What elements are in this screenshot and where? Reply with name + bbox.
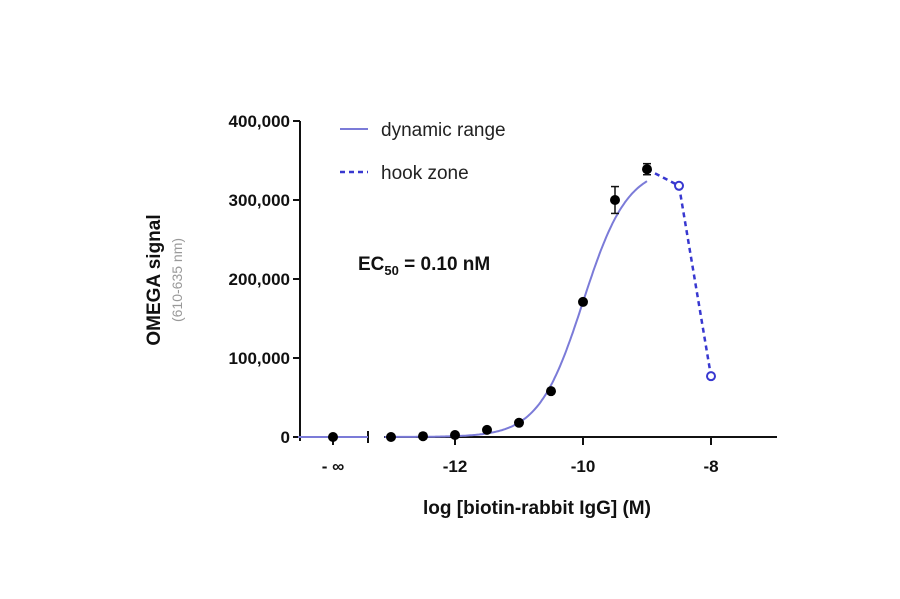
y-tick-label: 300,000	[229, 191, 290, 210]
ec50-annotation: EC50 = 0.10 nM	[358, 254, 490, 278]
legend: dynamic range hook zone	[340, 120, 506, 184]
y-tick-label: 200,000	[229, 270, 290, 289]
y-tick-label: 100,000	[229, 349, 290, 368]
y-axis-title: OMEGA signal	[144, 214, 165, 345]
y-tick-label: 400,000	[229, 112, 290, 131]
legend-label-dynamic-range: dynamic range	[381, 120, 506, 141]
data-point	[386, 432, 396, 442]
data-point	[610, 195, 620, 205]
x-tick-label: -10	[571, 457, 596, 476]
fit-curve-dynamic-range	[384, 180, 648, 438]
x-tick-label: - ∞	[322, 457, 345, 476]
data-point	[482, 424, 492, 435]
data-point	[328, 432, 338, 442]
y-tick-label: 0	[281, 428, 290, 447]
hook-zone-line	[646, 168, 713, 377]
data-point	[546, 386, 556, 397]
x-tick-label: -12	[443, 457, 468, 476]
legend-label-hook-zone: hook zone	[381, 163, 469, 184]
x-tick-label: -8	[703, 457, 718, 476]
data-point	[418, 431, 428, 442]
data-point	[578, 296, 588, 307]
hook-zone-point	[706, 371, 716, 382]
data-point	[514, 417, 524, 428]
y-axis-subtitle: (610-635 nm)	[169, 238, 185, 322]
hook-zone-point	[674, 180, 684, 191]
marks	[298, 162, 716, 442]
data-point	[450, 430, 460, 441]
x-axis-title: log [biotin-rabbit IgG] (M)	[423, 498, 651, 519]
axes: 0 100,000 200,000 300,000 400,000 - ∞ -12 -10 -8	[229, 112, 777, 476]
data-point	[642, 164, 652, 175]
